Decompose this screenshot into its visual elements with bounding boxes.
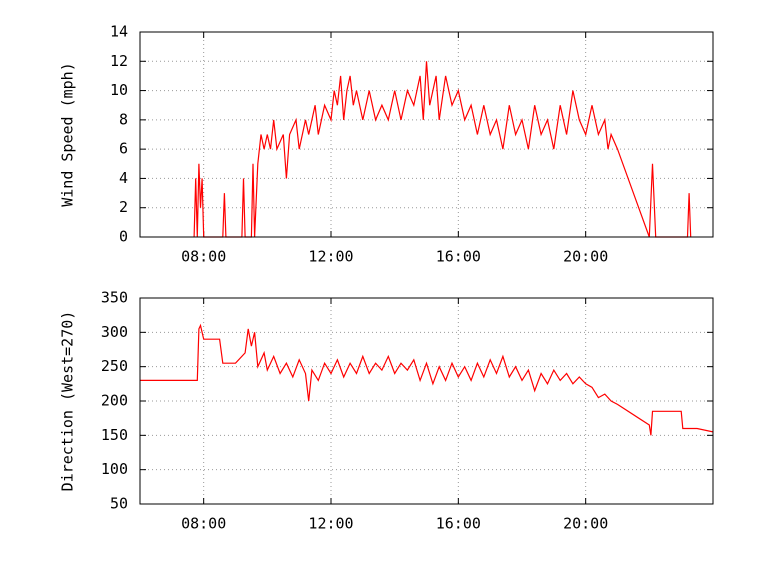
y-tick-label: 350 (101, 289, 128, 307)
plot-frame (139, 297, 714, 505)
y-tick-label: 0 (119, 228, 128, 246)
y-tick-label: 4 (119, 169, 128, 187)
y-tick-label: 200 (101, 392, 128, 410)
x-tick-label: 08:00 (181, 515, 226, 533)
y-tick-label: 150 (101, 426, 128, 444)
x-tick-label: 20:00 (563, 515, 608, 533)
x-tick-label: 08:00 (181, 248, 226, 266)
x-tick-label: 20:00 (563, 248, 608, 266)
y-tick-label: 10 (110, 81, 128, 99)
data-line (193, 61, 692, 238)
y-tick-label: 2 (119, 198, 128, 216)
x-tick-label: 12:00 (308, 248, 353, 266)
x-tick-label: 12:00 (308, 515, 353, 533)
data-line (140, 323, 713, 436)
y-tick-label: 50 (110, 495, 128, 513)
y-tick-label: 6 (119, 140, 128, 158)
x-tick-label: 16:00 (436, 515, 481, 533)
y-tick-label: 8 (119, 110, 128, 128)
y-tick-label: 100 (101, 460, 128, 478)
plot-frame (139, 31, 714, 238)
y-tick-label: 12 (110, 52, 128, 70)
y-tick-label: 300 (101, 323, 128, 341)
x-tick-label: 16:00 (436, 248, 481, 266)
y-tick-label: 14 (110, 23, 128, 41)
y-axis-label: Wind Speed (mph) (59, 62, 77, 207)
y-tick-label: 250 (101, 357, 128, 375)
y-axis-label: Direction (West=270) (59, 311, 77, 492)
